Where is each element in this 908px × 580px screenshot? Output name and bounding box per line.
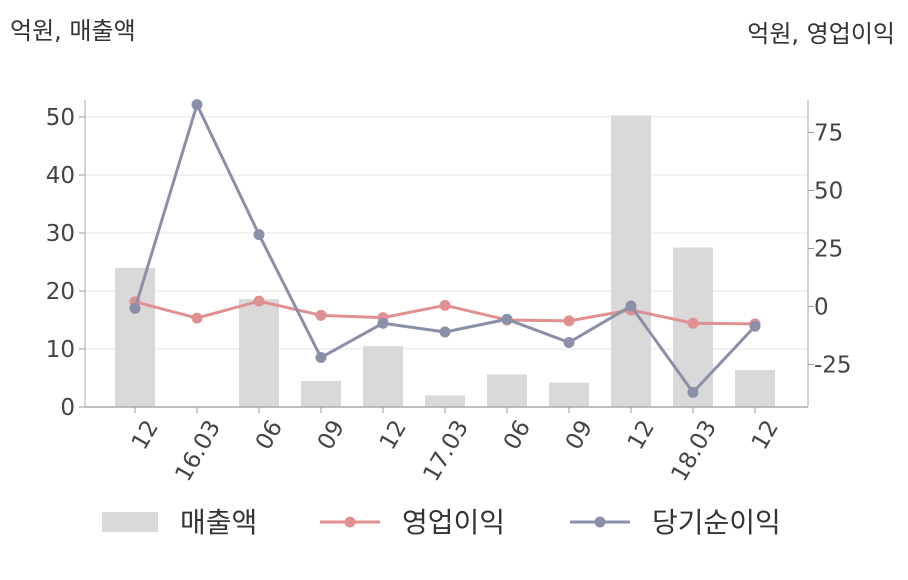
point-당기순이익-10 [749,320,761,332]
bar-매출액-2 [239,299,279,407]
point-영업이익-1 [191,312,203,324]
x-tick-label: 12 [375,416,412,454]
legend: 매출액 영업이익 당기순이익 [102,506,781,539]
bar-매출액-0 [115,267,155,407]
legend-marker-당기순이익 [594,516,606,528]
point-영업이익-7 [563,315,575,327]
left-tick-label: 40 [46,163,75,189]
left-tick-label: 50 [46,105,75,131]
point-당기순이익-5 [439,326,451,338]
right-axis-unit: 억원, 영업이익 [747,20,895,48]
left-tick-label: 0 [60,395,75,421]
x-tick-label: 06 [499,416,536,454]
point-당기순이익-8 [625,300,637,312]
bar-매출액-7 [549,382,589,407]
point-당기순이익-9 [687,386,699,398]
left-tick-label: 20 [46,279,75,305]
legend-label-영업이익: 영업이익 [402,506,505,539]
x-tick-label: 06 [251,416,288,454]
right-tick-label: 0 [814,295,829,321]
point-영업이익-3 [315,309,327,321]
bar-series [115,115,775,407]
point-영업이익-2 [253,295,265,307]
x-tick-label: 18.03 [667,416,722,486]
point-당기순이익-3 [315,352,327,364]
point-당기순이익-1 [191,99,203,111]
legend-swatch-매출액 [102,512,158,532]
right-tick-label: 50 [814,179,843,205]
x-tick-label: 16.03 [171,416,226,486]
point-당기순이익-0 [129,302,141,314]
x-tick-label: 09 [313,416,350,454]
x-tick-label: 12 [623,416,660,454]
left-axis-unit: 억원, 매출액 [10,17,136,45]
x-tick-label: 12 [747,416,784,454]
left-tick-label: 10 [46,337,75,363]
x-tick-label: 09 [561,416,598,454]
bar-매출액-3 [301,380,341,407]
bar-매출액-6 [487,374,527,407]
right-tick-label: -25 [814,353,852,379]
point-영업이익-9 [687,317,699,329]
point-당기순이익-4 [377,317,389,329]
point-영업이익-5 [439,299,451,311]
legend-label-당기순이익: 당기순이익 [652,506,781,539]
bar-매출액-10 [735,369,775,407]
bar-매출액-8 [611,115,651,407]
point-당기순이익-7 [563,336,575,348]
point-당기순이익-6 [501,313,513,325]
x-tick-label: 17.03 [419,416,474,486]
right-tick-label: 75 [814,121,843,147]
bar-매출액-4 [363,346,403,407]
bar-매출액-5 [425,395,465,407]
legend-marker-영업이익 [344,516,356,528]
x-tick-label: 12 [127,416,164,454]
legend-label-매출액: 매출액 [180,506,257,539]
point-당기순이익-2 [253,229,265,241]
right-tick-label: 25 [814,237,843,263]
line-series [129,99,761,398]
left-tick-label: 30 [46,221,75,247]
